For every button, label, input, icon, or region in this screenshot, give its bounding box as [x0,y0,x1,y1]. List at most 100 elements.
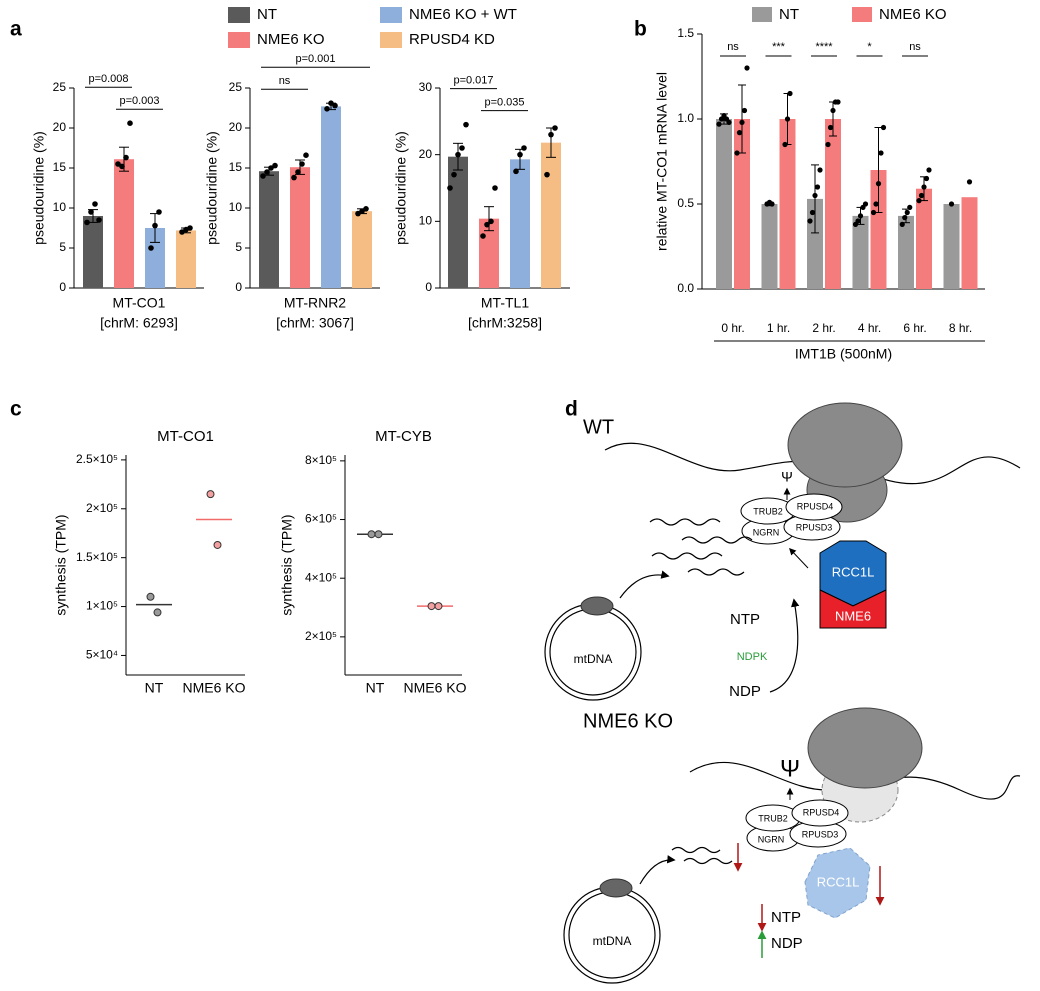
data-point [156,209,162,215]
protein-label: RPUSD4 [797,501,834,511]
data-point [84,219,90,226]
data-point [517,151,523,158]
data-point [367,530,376,539]
mtdna-label: mtDNA [593,934,632,948]
x-axis-label: [chrM:3258] [468,315,542,331]
data-point [272,162,278,169]
data-point [739,119,745,125]
x-tick-label: 2 hr. [812,321,835,335]
data-point [484,221,490,228]
data-point [434,602,443,611]
y-tick-label: 10 [53,200,67,214]
x-tick-label: 1 hr. [767,321,790,335]
arrow [619,570,670,599]
protein-label: RPUSD3 [802,829,839,839]
y-tick-label: 15 [229,160,243,174]
y-tick-label: 5×10⁴ [86,648,118,662]
y-axis-label: pseudouridine (%) [204,131,220,245]
bar [259,171,279,288]
x-tick-label: 0 hr. [721,321,744,335]
bar [176,230,196,288]
y-axis-label: pseudouridine (%) [393,131,409,245]
y-tick-label: 1×10⁵ [86,599,118,613]
data-point [455,151,461,158]
x-axis-label: IMT1B (500nM) [795,346,892,362]
polymerase [599,878,633,898]
protein-label: NGRN [758,834,785,844]
bar [825,119,841,289]
bar [448,156,468,288]
data-point [926,167,932,173]
data-point [153,608,162,617]
y-tick-label: 1.5 [677,26,694,40]
data-point [744,65,750,71]
arrow [769,598,800,693]
ndp-label: NDP [771,935,803,952]
bar [852,215,869,289]
data-point [899,221,905,227]
data-point [835,99,841,105]
data-point [427,602,436,611]
significance-label: ns [727,41,739,53]
y-tick-label: 5 [59,240,66,254]
mtdna-label: mtDNA [574,652,613,666]
protein [785,493,843,521]
data-point [451,171,457,178]
data-point [830,107,836,114]
panel-label: c [10,398,22,421]
y-tick-label: 20 [53,120,67,134]
nme6-label: NME6 [835,608,871,623]
y-tick-label: 25 [229,80,243,94]
protein-label: RPUSD4 [803,807,840,817]
data-point [827,124,834,131]
y-tick-label: 25 [53,80,67,94]
data-point [814,184,821,190]
data-point [295,169,301,175]
data-point [918,192,925,199]
legend-swatch [852,7,872,22]
data-point [206,490,215,499]
y-tick-label: 0 [425,280,432,294]
bar [779,119,796,289]
protein-label: TRUB2 [758,813,788,823]
y-tick-label: 20 [419,147,433,161]
legend-swatch [752,7,772,22]
data-point [291,174,297,181]
legend-swatch [380,7,402,23]
ribosome-large [787,402,903,488]
diagram-title: NME6 KO [583,710,673,732]
data-point [521,145,527,151]
protein-label: RPUSD3 [796,522,833,532]
bar [541,142,561,288]
data-point [480,233,486,239]
x-axis-label: MT-RNR2 [284,295,346,311]
transcript [681,536,753,544]
data-point [146,592,155,601]
y-tick-label: 2×10⁵ [305,629,337,643]
legend-label: NME6 KO [257,31,325,48]
ndpk-label: NDPK [737,651,768,663]
data-point [92,201,98,207]
data-point [809,209,816,216]
x-tick-label: NME6 KO [403,680,466,696]
data-point [966,179,973,185]
data-point [726,119,732,125]
y-tick-label: 0 [59,280,66,294]
rcc1l-shape-reduced [804,847,871,919]
data-point [741,107,748,114]
panel-label: a [10,18,22,41]
data-point [902,215,908,221]
data-point [769,201,775,207]
bar [114,159,134,288]
data-point [862,201,869,207]
data-point [299,161,305,167]
data-point [264,169,270,175]
data-point [825,141,831,148]
significance-label: *** [772,41,786,53]
bar [145,228,165,288]
bar [510,159,530,288]
significance-label: ns [909,41,921,53]
bar [961,197,978,289]
legend-swatch [380,32,402,48]
